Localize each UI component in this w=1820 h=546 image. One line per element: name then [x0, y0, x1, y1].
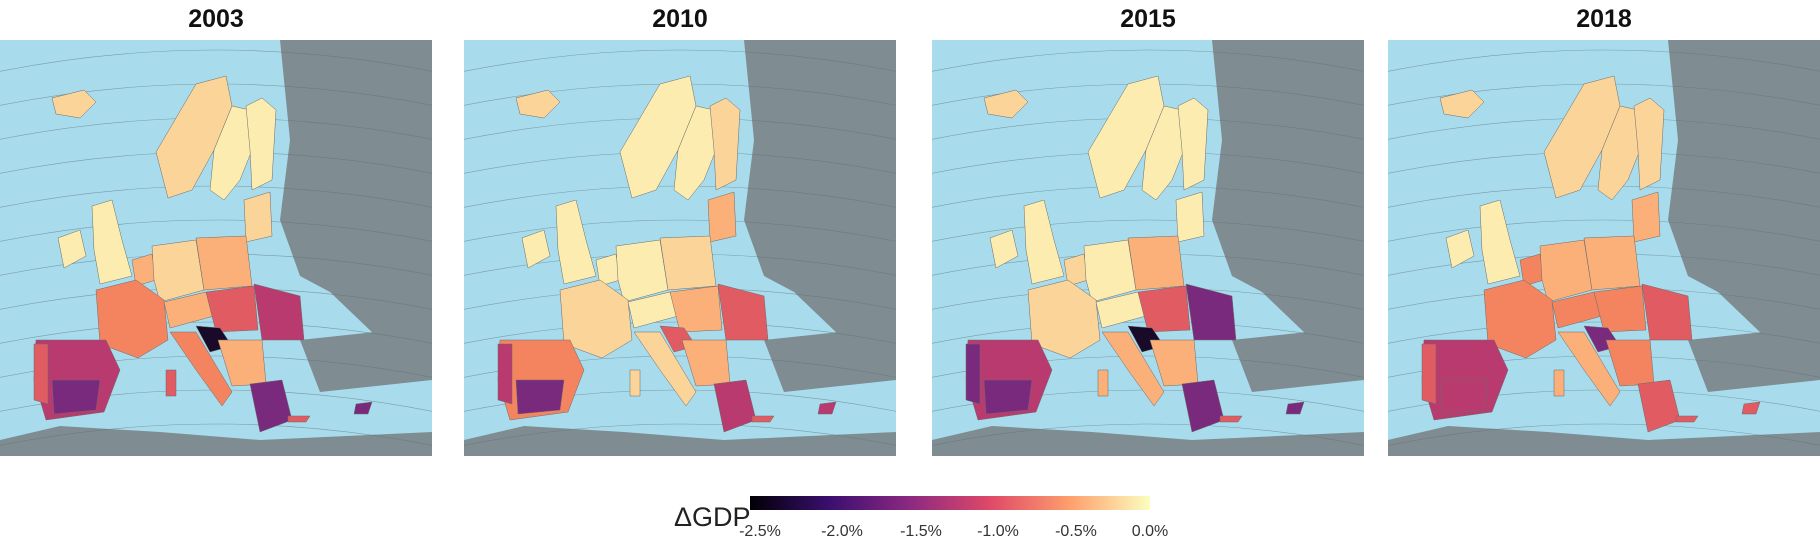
region-hungary-ro	[205, 285, 259, 333]
region-sardinia	[1553, 369, 1565, 397]
map-panel-2010	[464, 40, 896, 456]
region-portugal	[965, 343, 981, 405]
legend-tick-label: 0.0%	[1131, 523, 1169, 540]
legend-tick-label: -1.0%	[977, 523, 1019, 540]
region-crete	[287, 415, 311, 423]
panel-title-2010: 2010	[652, 5, 708, 33]
region-sweden	[673, 105, 717, 201]
region-finland	[245, 97, 277, 191]
region-iceland	[1439, 89, 1485, 119]
region-sardinia	[165, 369, 177, 397]
region-iceland	[515, 89, 561, 119]
region-germany	[615, 239, 669, 303]
legend-title: ΔGDP	[674, 502, 751, 532]
region-romania	[253, 283, 305, 341]
region-portugal	[33, 343, 49, 405]
region-portugal	[497, 343, 513, 405]
region-iceland	[983, 89, 1029, 119]
region-sweden	[1141, 105, 1185, 201]
legend-tick-label: -1.5%	[900, 523, 942, 540]
region-crete	[1675, 415, 1699, 423]
region-portugal	[1421, 343, 1437, 405]
region-iberia-south	[51, 379, 101, 415]
region-baltics	[1175, 191, 1205, 243]
map-panel-2018	[1388, 40, 1820, 456]
region-ireland	[989, 229, 1019, 269]
region-iceland	[51, 89, 97, 119]
region-poland	[1127, 235, 1185, 291]
region-britain	[1479, 199, 1521, 285]
region-sweden	[209, 105, 253, 201]
region-italy	[169, 331, 233, 407]
region-poland	[659, 235, 717, 291]
region-italy	[633, 331, 697, 407]
region-romania	[717, 283, 769, 341]
region-baltics	[1631, 191, 1661, 243]
region-finland	[1177, 97, 1209, 191]
region-cyprus	[353, 401, 373, 415]
region-cyprus	[1741, 401, 1761, 415]
region-iberia-south	[515, 379, 565, 415]
region-ireland	[1445, 229, 1475, 269]
region-sardinia	[629, 369, 641, 397]
region-germany	[1539, 239, 1593, 303]
europe-map-2010	[464, 40, 896, 456]
legend-tick-label: -0.5%	[1055, 523, 1097, 540]
region-baltics	[707, 191, 737, 243]
europe-map-2015	[932, 40, 1364, 456]
region-cyprus	[817, 401, 837, 415]
region-sweden	[1597, 105, 1641, 201]
panel-title-2015: 2015	[1120, 5, 1176, 33]
region-ireland	[521, 229, 551, 269]
region-cyprus	[1285, 401, 1305, 415]
region-iberia-south	[1439, 379, 1489, 415]
region-sardinia	[1097, 369, 1109, 397]
region-italy	[1557, 331, 1621, 407]
region-poland	[195, 235, 253, 291]
legend-tick-label: -2.5%	[739, 523, 781, 540]
panel-title-2018: 2018	[1576, 5, 1632, 33]
region-romania	[1185, 283, 1237, 341]
region-finland	[1633, 97, 1665, 191]
region-baltics	[243, 191, 273, 243]
region-germany	[151, 239, 205, 303]
region-iberia-south	[983, 379, 1033, 415]
region-romania	[1641, 283, 1693, 341]
region-hungary-ro	[669, 285, 723, 333]
region-germany	[1083, 239, 1137, 303]
europe-map-2018	[1388, 40, 1820, 456]
europe-map-2003	[0, 40, 432, 456]
panel-title-2003: 2003	[188, 5, 244, 33]
region-hungary-ro	[1593, 285, 1647, 333]
region-britain	[555, 199, 597, 285]
region-britain	[1023, 199, 1065, 285]
region-poland	[1583, 235, 1641, 291]
legend-colorbar	[750, 496, 1150, 510]
region-crete	[1219, 415, 1243, 423]
map-panel-2015	[932, 40, 1364, 456]
legend-tick-label: -2.0%	[821, 523, 863, 540]
region-ireland	[57, 229, 87, 269]
region-hungary-ro	[1137, 285, 1191, 333]
map-panel-2003	[0, 40, 432, 456]
region-britain	[91, 199, 133, 285]
region-finland	[709, 97, 741, 191]
region-italy	[1101, 331, 1165, 407]
region-crete	[751, 415, 775, 423]
